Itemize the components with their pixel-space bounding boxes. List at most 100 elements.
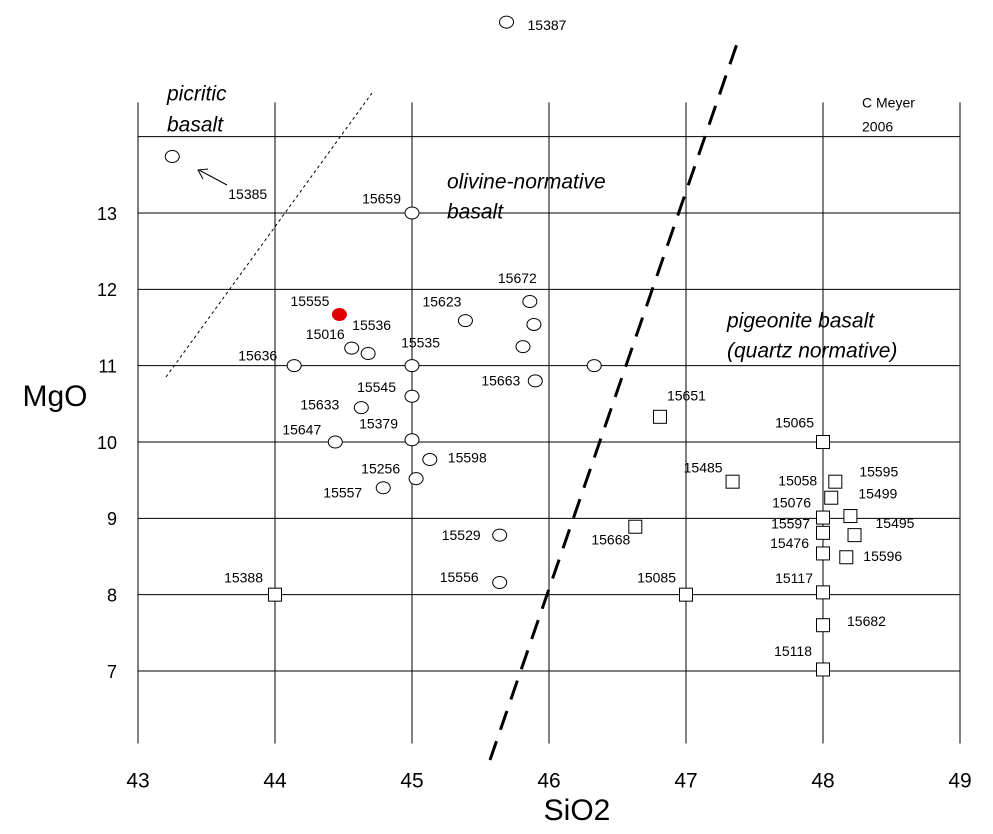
x-tick-label: 44 bbox=[263, 770, 287, 793]
point bbox=[816, 585, 830, 600]
point bbox=[404, 359, 420, 373]
point bbox=[816, 525, 830, 540]
point bbox=[457, 314, 473, 328]
point bbox=[286, 359, 302, 373]
point-label: 15682 bbox=[847, 613, 886, 629]
point bbox=[828, 474, 843, 489]
point-label: 15117 bbox=[775, 570, 813, 586]
point-label: 15476 bbox=[770, 535, 809, 551]
point bbox=[344, 341, 360, 355]
point-label: 15596 bbox=[863, 548, 902, 564]
point-label: 15659 bbox=[362, 191, 401, 207]
point-label: 15668 bbox=[591, 531, 630, 547]
x-tick-label: 43 bbox=[126, 770, 149, 793]
point bbox=[847, 528, 862, 543]
point-label: 15597 bbox=[771, 516, 810, 532]
point bbox=[816, 546, 830, 561]
point bbox=[816, 435, 830, 449]
x-tick-label: 45 bbox=[400, 770, 423, 793]
point-label: 15556 bbox=[440, 569, 479, 585]
point-label: 15545 bbox=[357, 379, 396, 395]
point bbox=[816, 662, 830, 677]
annotation: pigeonite basalt bbox=[726, 310, 875, 333]
point bbox=[816, 618, 830, 633]
point bbox=[404, 433, 420, 447]
point-label: 15636 bbox=[238, 347, 277, 363]
point-label: 15598 bbox=[448, 449, 487, 465]
y-tick-label: 8 bbox=[107, 585, 117, 605]
point-label: 15085 bbox=[637, 569, 676, 585]
point-label: 15485 bbox=[684, 459, 723, 475]
point-label: 15651 bbox=[667, 388, 706, 404]
point-label: 15058 bbox=[778, 472, 817, 488]
point-label: 15623 bbox=[422, 293, 461, 309]
point-label: 15633 bbox=[300, 396, 339, 412]
point bbox=[839, 550, 854, 565]
point bbox=[353, 401, 369, 415]
x-axis-label: SiO2 bbox=[544, 794, 611, 827]
point-label: 15499 bbox=[858, 486, 897, 502]
annotation: (quartz normative) bbox=[727, 340, 897, 363]
annotation: picritic bbox=[166, 83, 227, 106]
point bbox=[499, 15, 515, 29]
annotation: C Meyer bbox=[862, 95, 915, 111]
y-tick-label: 10 bbox=[97, 433, 117, 453]
point-label: 15385 bbox=[228, 186, 267, 202]
point-label: 15118 bbox=[774, 643, 812, 659]
picritic-boundary bbox=[165, 92, 373, 378]
point-label: 15388 bbox=[224, 569, 263, 585]
point bbox=[843, 509, 858, 524]
point bbox=[652, 409, 667, 424]
x-tick-label: 46 bbox=[537, 770, 560, 793]
point bbox=[404, 389, 420, 403]
annotation: 2006 bbox=[862, 119, 893, 135]
point bbox=[824, 490, 839, 505]
point bbox=[725, 474, 740, 489]
point-label: 15495 bbox=[876, 515, 915, 531]
point-label: 15016 bbox=[306, 326, 345, 342]
point bbox=[360, 346, 376, 360]
point bbox=[527, 374, 543, 388]
point bbox=[404, 206, 420, 220]
point bbox=[679, 587, 693, 602]
point-label: 15536 bbox=[352, 317, 391, 333]
point bbox=[375, 481, 391, 495]
point-label: 15555 bbox=[290, 293, 329, 309]
point bbox=[522, 295, 538, 309]
point-label: 15379 bbox=[359, 415, 398, 431]
point bbox=[422, 453, 438, 467]
point-label: 15672 bbox=[498, 270, 537, 286]
point bbox=[268, 587, 282, 602]
point bbox=[586, 359, 602, 373]
x-tick-label: 49 bbox=[948, 770, 971, 793]
point-label: 15535 bbox=[401, 334, 440, 350]
arrow bbox=[198, 169, 228, 186]
x-tick-label: 47 bbox=[674, 770, 697, 793]
arrow-head bbox=[197, 168, 209, 180]
point bbox=[164, 150, 180, 164]
point-label: 15647 bbox=[282, 422, 321, 438]
y-tick-label: 9 bbox=[107, 509, 117, 529]
annotation: basalt bbox=[447, 201, 504, 224]
x-tick-label: 48 bbox=[811, 770, 834, 793]
point-label: 15595 bbox=[859, 463, 898, 479]
point-label: 15557 bbox=[323, 485, 362, 501]
y-tick-label: 12 bbox=[97, 280, 117, 300]
point bbox=[408, 472, 424, 486]
point bbox=[492, 575, 508, 589]
annotation: olivine-normative bbox=[447, 171, 606, 194]
point-label: 15529 bbox=[442, 527, 481, 543]
point bbox=[515, 340, 531, 354]
y-tick-label: 7 bbox=[107, 662, 117, 682]
point-label: 15065 bbox=[775, 415, 814, 431]
point-label: 15076 bbox=[772, 494, 811, 510]
point-label: 15663 bbox=[481, 373, 520, 389]
y-tick-label: 13 bbox=[97, 204, 117, 224]
point bbox=[628, 519, 643, 534]
point-label: 15387 bbox=[528, 17, 567, 33]
y-tick-label: 11 bbox=[98, 356, 117, 376]
annotation: basalt bbox=[167, 114, 224, 137]
point bbox=[492, 528, 508, 542]
point bbox=[331, 308, 347, 322]
